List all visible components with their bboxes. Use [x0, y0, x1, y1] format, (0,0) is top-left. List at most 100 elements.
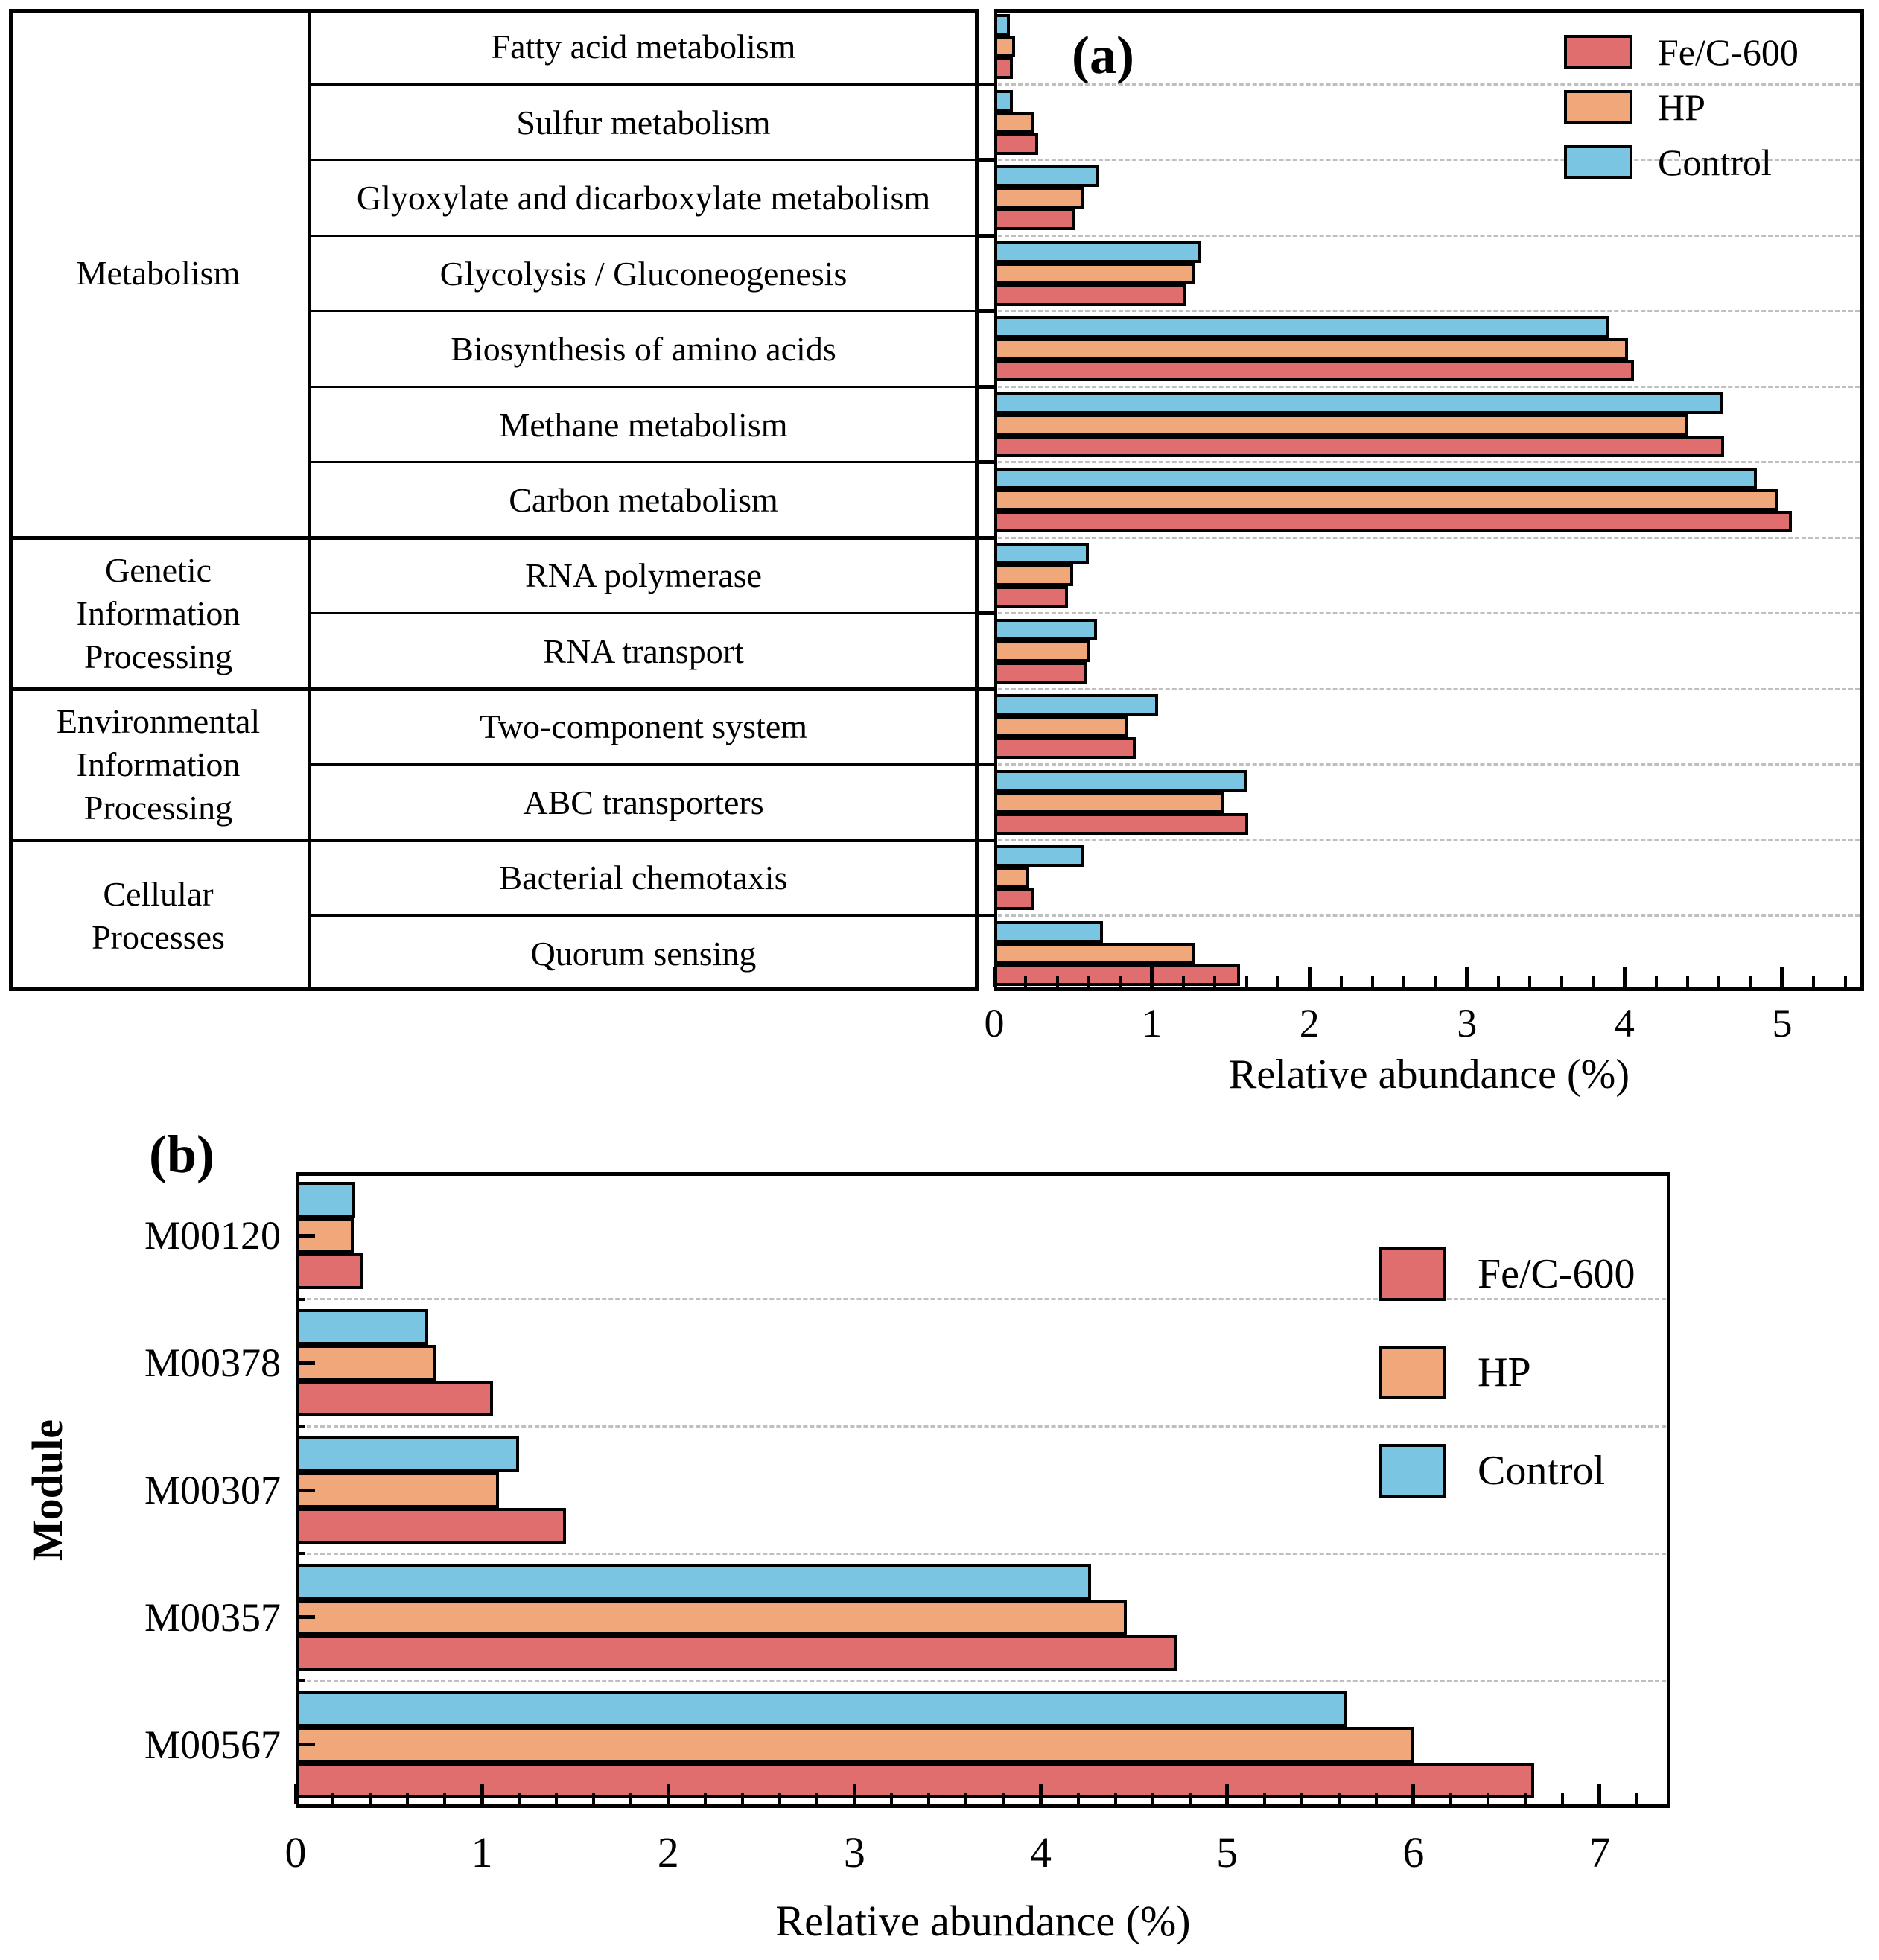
bar-fe-c-600: [296, 1381, 494, 1417]
x-axis-minor-tick: [1300, 1793, 1303, 1804]
panel-a-x-axis-title: Relative abundance (%): [1229, 1051, 1630, 1098]
x-axis-tick-label: 4: [1030, 1828, 1052, 1877]
gridline: [300, 1552, 1666, 1555]
legend-label-2: Control: [1658, 141, 1772, 183]
x-axis-minor-tick: [1592, 976, 1595, 987]
y-axis-tick: [976, 914, 994, 918]
bar-hp: [994, 111, 1034, 133]
category-cell: ABC transporters: [523, 783, 764, 821]
x-axis-major-tick: [1039, 1784, 1043, 1804]
bar-control: [994, 769, 1247, 792]
legend-label-1: HP: [1478, 1349, 1531, 1396]
bar-fe-c-600: [994, 737, 1136, 760]
x-axis-minor-tick: [406, 1793, 410, 1804]
x-axis-minor-tick: [1276, 976, 1279, 987]
x-axis-minor-tick: [1528, 976, 1532, 987]
x-axis-major-tick: [1622, 967, 1627, 987]
y-axis-center-tick: [296, 1361, 315, 1365]
bar-fe-c-600: [994, 888, 1034, 911]
x-axis-minor-tick: [1560, 976, 1563, 987]
bar-fe-c-600: [994, 511, 1792, 532]
category-cell: Carbon metabolism: [509, 480, 778, 519]
bar-hp: [296, 1599, 1127, 1635]
row-divider-line: [311, 385, 979, 388]
y-axis-tick: [976, 460, 994, 465]
gridline: [998, 839, 1860, 841]
bar-fe-c-600: [296, 1762, 1535, 1798]
bar-hp: [296, 1472, 499, 1508]
x-axis-tick-label: 0: [984, 1001, 1005, 1046]
legend-swatch-1: [1564, 90, 1632, 124]
x-axis-minor-tick: [741, 1793, 745, 1804]
x-axis-minor-tick: [778, 1793, 782, 1804]
bar-fe-c-600: [994, 586, 1069, 608]
x-axis-minor-tick: [1402, 976, 1406, 987]
x-axis-minor-tick: [443, 1793, 447, 1804]
legend-swatch-2: [1379, 1444, 1446, 1498]
x-axis-major-tick: [1411, 1784, 1416, 1804]
bar-control: [994, 845, 1084, 868]
x-axis-minor-tick: [1749, 976, 1752, 987]
y-axis-boundary-tick: [296, 1425, 305, 1428]
x-axis-major-tick: [1597, 1784, 1602, 1804]
x-axis-tick-label: 1: [471, 1828, 493, 1877]
x-axis-minor-tick: [331, 1793, 335, 1804]
row-divider-line: [311, 310, 979, 313]
bar-hp: [296, 1345, 436, 1381]
bar-fe-c-600: [994, 209, 1075, 231]
x-axis-minor-tick: [704, 1793, 708, 1804]
y-axis-tick: [976, 763, 994, 767]
bar-control: [296, 1182, 356, 1218]
x-axis-minor-tick: [1654, 976, 1658, 987]
gridline: [998, 461, 1860, 464]
bar-fe-c-600: [994, 812, 1248, 835]
x-axis-minor-tick: [1434, 976, 1437, 987]
category-cell: Glyoxylate and dicarboxylate metabolism: [356, 179, 931, 217]
y-axis-center-tick: [296, 1488, 315, 1492]
x-axis-minor-tick: [1213, 976, 1217, 987]
x-axis-tick-label: 7: [1589, 1828, 1611, 1877]
y-axis-boundary-tick: [296, 1297, 305, 1301]
x-axis-minor-tick: [1717, 976, 1721, 987]
x-axis-minor-tick: [815, 1793, 819, 1804]
x-axis-major-tick: [1307, 967, 1312, 987]
bar-fe-c-600: [994, 133, 1039, 155]
bar-control: [994, 14, 1011, 36]
bar-hp: [994, 867, 1029, 889]
legend-swatch-2: [1564, 145, 1632, 179]
x-axis-minor-tick: [1812, 976, 1816, 987]
x-axis-major-tick: [666, 1784, 670, 1804]
group-divider-line: [9, 535, 979, 540]
panel-a-label: (a): [1072, 25, 1134, 85]
row-divider-line: [311, 914, 979, 917]
x-axis-minor-tick: [1686, 976, 1689, 987]
x-axis-major-tick: [1150, 967, 1154, 987]
x-axis-tick-label: 5: [1216, 1828, 1239, 1877]
x-axis-major-tick: [1465, 967, 1469, 987]
x-axis-minor-tick: [1262, 1793, 1266, 1804]
x-axis-minor-tick: [1635, 1793, 1638, 1804]
bar-control: [994, 165, 1099, 188]
x-axis-tick-label: 2: [1299, 1001, 1320, 1046]
module-label: M00567: [144, 1722, 281, 1767]
group-cell-3: Cellular Processes: [92, 874, 225, 956]
bar-control: [296, 1436, 520, 1472]
gridline: [998, 687, 1860, 690]
x-axis-minor-tick: [1339, 976, 1343, 987]
y-axis-boundary-tick: [296, 1679, 305, 1683]
bar-control: [994, 241, 1201, 263]
category-cell: Quorum sensing: [530, 934, 757, 973]
bar-control: [994, 89, 1014, 112]
bar-hp: [994, 262, 1195, 284]
x-axis-tick-label: 3: [1457, 1001, 1478, 1046]
category-cell: Bacterial chemotaxis: [499, 859, 788, 897]
x-axis-minor-tick: [1523, 1793, 1527, 1804]
x-axis-tick-label: 5: [1772, 1001, 1793, 1046]
bar-hp: [994, 716, 1128, 738]
x-axis-minor-tick: [1024, 976, 1028, 987]
bar-fe-c-600: [994, 964, 1241, 986]
bar-control: [296, 1563, 1092, 1600]
x-axis-minor-tick: [1055, 976, 1059, 987]
y-axis-tick: [976, 687, 994, 691]
